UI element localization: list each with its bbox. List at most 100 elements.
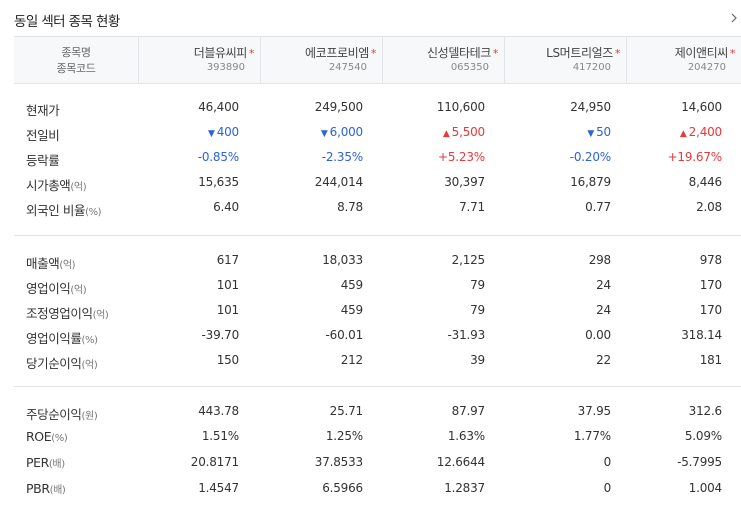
row-market-cap: 시가총액(억) 15,635 244,014 30,397 16,879 8,4… [14,171,741,196]
company-name-link[interactable]: LS머트리얼즈 * [546,46,621,60]
row-net-income: 당기순이익(억) 150 212 39 22 181 [14,349,741,374]
company-name-link[interactable]: 더블유씨피 * [193,46,255,60]
table-cell: -2.35% [321,150,363,164]
table-cell: 1.2837 [444,481,485,495]
star-icon: * [248,47,255,60]
chevron-right-icon[interactable] [729,10,739,26]
row-roe: ROE(%) 1.51% 1.25% 1.63% 1.77% 5.09% [14,425,741,450]
table-cell: 8,446 [688,175,723,189]
company-name-link[interactable]: 에코프로비엠 * [305,46,377,60]
table-cell: 39 [470,353,485,367]
row-change-rate: 등락률 -0.85% -2.35% +5.23% -0.20% +19.67% [14,146,741,171]
row-label: PBR(배) [26,481,66,496]
table-cell: 1.51% [201,429,239,443]
table-cell: +19.67% [667,150,723,164]
table-cell: 20.8171 [190,455,239,469]
table-cell: -0.85% [197,150,239,164]
table-cell: 18,033 [322,253,363,267]
table-cell: ▼ 6,000 [320,125,363,139]
table-cell: 16,879 [570,175,611,189]
stock-code-header: 종목코드 [56,62,96,75]
table-cell: 110,600 [436,100,485,114]
row-label: 현재가 [26,103,60,118]
row-label: 전일비 [26,128,60,143]
table-cell: 2.08 [696,200,722,214]
company-name-link[interactable]: 제이앤티씨 * [674,46,736,60]
table-cell: 244,014 [314,175,363,189]
table-cell: 150 [216,353,240,367]
table-cell: 0 [603,481,612,495]
table-cell: 6.40 [213,200,239,214]
table-cell: 7.71 [459,200,485,214]
star-icon: * [614,47,621,60]
table-cell: -31.93 [447,328,486,342]
row-label: 당기순이익(억) [26,356,98,371]
star-icon: * [492,47,499,60]
table-cell: 1.25% [325,429,363,443]
row-adjusted-operating-profit: 조정영업이익(억) 101 459 79 24 170 [14,299,741,324]
table-cell: ▼ 50 [587,125,611,139]
table-cell: 459 [340,303,364,317]
table-cell: 0 [603,455,612,469]
table-cell: 8.78 [337,200,363,214]
row-label: ROE(%) [26,429,68,444]
table-cell: 87.97 [451,404,486,418]
table-cell: 101 [216,278,240,292]
row-label: 외국인 비율(%) [26,203,102,218]
company-header-2: 신성델타테크 * 065350 [382,37,504,83]
table-cell: 617 [216,253,240,267]
arrow-down-icon: ▼ [587,129,595,139]
table-cell: 978 [699,253,723,267]
table-cell: 46,400 [198,100,239,114]
table-cell: 212 [340,353,364,367]
table-cell: 24 [596,303,611,317]
table-cell: 312.6 [688,404,723,418]
row-label: 등락률 [26,153,60,168]
row-pbr: PBR(배) 1.4547 6.5966 1.2837 0 1.004 [14,477,741,502]
table-cell: 170 [699,278,723,292]
table-cell: 37.95 [577,404,612,418]
row-label: 영업이익률(%) [26,331,98,346]
arrow-up-icon: ▲ [442,129,450,139]
table-cell: +5.23% [438,150,485,164]
company-code: 417200 [572,62,611,73]
company-header-1: 에코프로비엠 * 247540 [260,37,382,83]
table-cell: 298 [588,253,612,267]
company-code: 393890 [206,62,245,73]
table-cell: 101 [216,303,240,317]
company-code: 204270 [687,62,726,73]
table-header: 종목명 종목코드 더블유씨피 * 393890 에코프로비엠 * 247540 신성… [14,36,741,84]
row-label: 조정영업이익(억) [26,306,109,321]
company-code: 247540 [328,62,367,73]
star-icon: * [729,47,736,60]
table-cell: 30,397 [444,175,485,189]
table-cell: 14,600 [681,100,722,114]
row-eps: 주당순이익(원) 443.78 25.71 87.97 37.95 312.6 [14,400,741,425]
header-label-cell: 종목명 종목코드 [14,37,138,83]
row-revenue: 매출액(억) 617 18,033 2,125 298 978 [14,249,741,274]
table-cell: -39.70 [201,328,240,342]
section-title: 동일 섹터 종목 현황 [14,14,120,30]
table-cell: 25.71 [329,404,364,418]
table-cell: -60.01 [325,328,364,342]
table-cell: -0.20% [569,150,611,164]
company-code: 065350 [450,62,489,73]
table-cell: 12.6644 [436,455,485,469]
row-label: 시가총액(억) [26,178,87,193]
table-cell: 318.14 [681,328,722,342]
arrow-down-icon: ▼ [320,129,328,139]
section-header: 동일 섹터 종목 현황 [0,0,741,36]
row-change: 전일비 ▼ 400 ▼ 6,000 ▲ 5,500 ▼ 50 ▲ 2,400 [14,121,741,146]
row-label: 영업이익(억) [26,281,87,296]
star-icon: * [370,47,377,60]
table-cell: 6.5966 [322,481,363,495]
company-name-link[interactable]: 신성델타테크 * [427,46,499,60]
table-cell: 24,950 [570,100,611,114]
table-cell: 79 [470,278,485,292]
company-header-3: LS머트리얼즈 * 417200 [504,37,626,83]
table-cell: ▲ 2,400 [679,125,722,139]
table-cell: 1.004 [688,481,723,495]
table-cell: 1.4547 [198,481,239,495]
row-operating-profit: 영업이익(억) 101 459 79 24 170 [14,274,741,299]
table-cell: 1.63% [447,429,485,443]
